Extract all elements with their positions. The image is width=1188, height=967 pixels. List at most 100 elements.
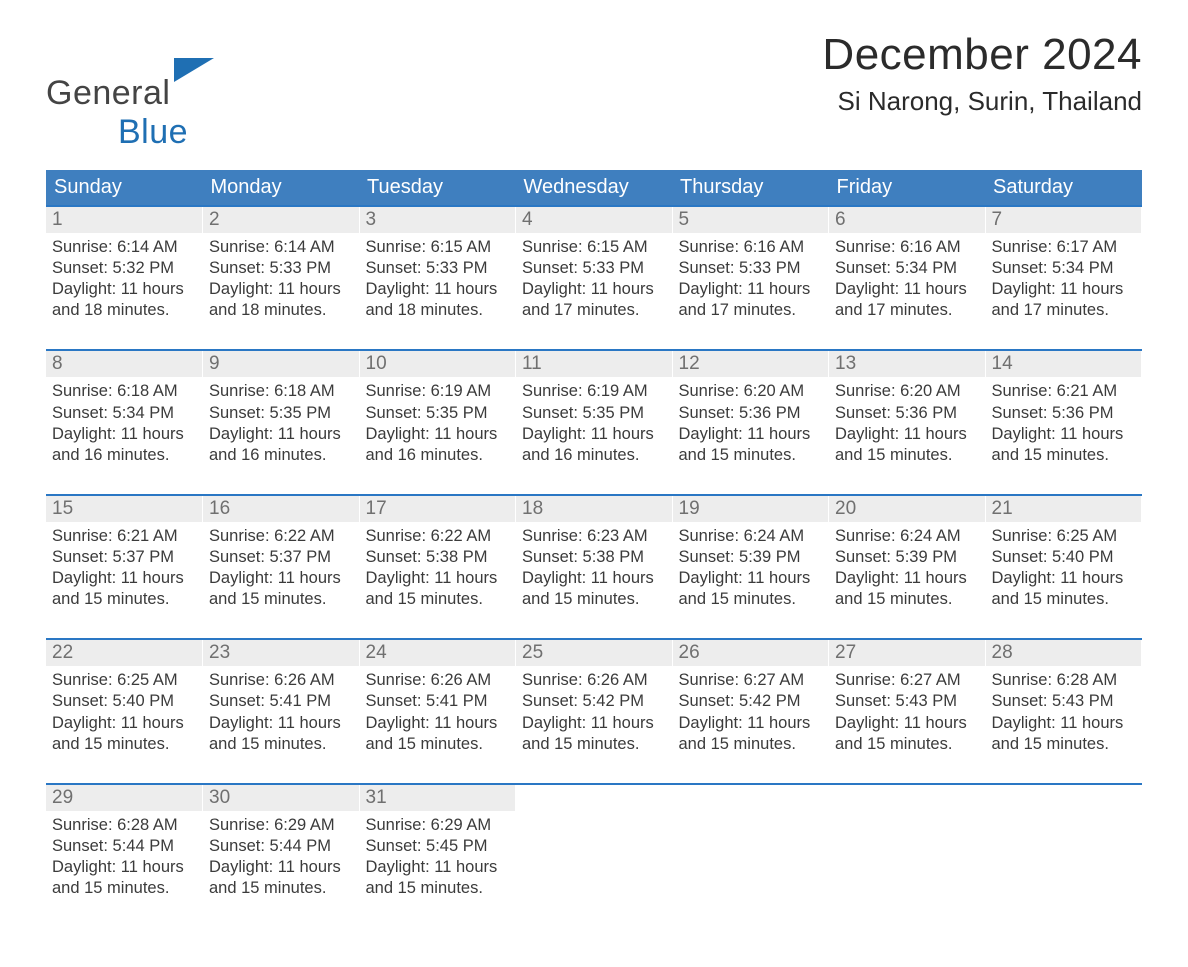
day-info-line: Sunrise: 6:20 AM (835, 381, 979, 402)
day-number: 15 (46, 496, 202, 522)
day-number: 24 (360, 640, 516, 666)
day-number: 5 (673, 207, 829, 233)
day-number: 29 (46, 785, 202, 811)
day-info-line: and 17 minutes. (679, 300, 823, 321)
day-info-line: Daylight: 11 hours (835, 568, 979, 589)
day-info: Sunrise: 6:26 AMSunset: 5:41 PMDaylight:… (203, 670, 353, 754)
day-info-line: Daylight: 11 hours (366, 424, 510, 445)
calendar-cell: 5 Sunrise: 6:16 AMSunset: 5:33 PMDaylight… (672, 206, 829, 350)
calendar-cell: 15 Sunrise: 6:21 AMSunset: 5:37 PMDayligh… (46, 495, 203, 639)
day-info-line: and 15 minutes. (522, 589, 666, 610)
day-info-line: Sunrise: 6:22 AM (209, 526, 353, 547)
day-info-line: and 17 minutes. (522, 300, 666, 321)
day-info: Sunrise: 6:28 AMSunset: 5:44 PMDaylight:… (46, 815, 196, 899)
calendar-cell: 19Sunrise: 6:24 AMSunset: 5:39 PMDayligh… (672, 495, 829, 639)
day-info: Sunrise: 6:26 AMSunset: 5:41 PMDaylight:… (360, 670, 510, 754)
day-number: 13 (829, 351, 985, 377)
day-info-line: Sunset: 5:33 PM (366, 258, 510, 279)
day-info: Sunrise: 6:14 AMSunset: 5:33 PMDaylight:… (203, 237, 353, 321)
day-info-line: Daylight: 11 hours (209, 568, 353, 589)
calendar-cell: . (516, 784, 673, 927)
day-info-line: Daylight: 11 hours (52, 713, 196, 734)
day-info-line: Sunset: 5:40 PM (992, 547, 1136, 568)
day-info-line: Sunrise: 6:23 AM (522, 526, 666, 547)
location-subtitle: Si Narong, Surin, Thailand (822, 86, 1142, 117)
day-number: 9 (203, 351, 359, 377)
day-info-line: and 17 minutes. (992, 300, 1136, 321)
day-info-line: Sunset: 5:35 PM (209, 403, 353, 424)
calendar-cell: 27Sunrise: 6:27 AMSunset: 5:43 PMDayligh… (829, 639, 986, 783)
day-info: Sunrise: 6:18 AMSunset: 5:35 PMDaylight:… (203, 381, 353, 465)
day-info: Sunrise: 6:19 AMSunset: 5:35 PMDaylight:… (360, 381, 510, 465)
day-info-line: and 15 minutes. (52, 589, 196, 610)
day-number: 8 (46, 351, 202, 377)
day-info-line: Sunset: 5:44 PM (52, 836, 196, 857)
day-info-line: Sunset: 5:33 PM (209, 258, 353, 279)
day-info-line: Sunset: 5:34 PM (992, 258, 1136, 279)
day-info-line: Sunrise: 6:19 AM (522, 381, 666, 402)
logo: General Blue (46, 56, 216, 152)
day-info-line: and 15 minutes. (52, 878, 196, 899)
day-info-line: and 16 minutes. (209, 445, 353, 466)
day-number: 7 (986, 207, 1142, 233)
calendar-cell: 3Sunrise: 6:15 AMSunset: 5:33 PMDaylight… (359, 206, 516, 350)
day-info-line: Daylight: 11 hours (209, 857, 353, 878)
weekday-header: Thursday (672, 170, 829, 206)
day-info: Sunrise: 6:28 AMSunset: 5:43 PMDaylight:… (986, 670, 1136, 754)
day-info-line: Sunrise: 6:26 AM (209, 670, 353, 691)
calendar-week: 8Sunrise: 6:18 AMSunset: 5:34 PMDaylight… (46, 350, 1142, 494)
calendar-cell: 8Sunrise: 6:18 AMSunset: 5:34 PMDaylight… (46, 350, 203, 494)
day-info-line: and 15 minutes. (522, 734, 666, 755)
day-number: 1 (46, 207, 202, 233)
day-info-line: Sunset: 5:40 PM (52, 691, 196, 712)
title-block: December 2024 Si Narong, Surin, Thailand (822, 30, 1142, 117)
calendar-cell: 23Sunrise: 6:26 AMSunset: 5:41 PMDayligh… (203, 639, 360, 783)
calendar-cell: 30 Sunrise: 6:29 AMSunset: 5:44 PMDayligh… (203, 784, 360, 927)
day-info-line: Sunrise: 6:14 AM (52, 237, 196, 258)
day-info: Sunrise: 6:21 AMSunset: 5:37 PMDaylight:… (46, 526, 196, 610)
logo-word-1: General (46, 74, 170, 112)
day-info-line: Sunset: 5:44 PM (209, 836, 353, 857)
day-info-line: Sunrise: 6:27 AM (835, 670, 979, 691)
day-info-line: Daylight: 11 hours (522, 424, 666, 445)
day-info-line: Sunset: 5:41 PM (209, 691, 353, 712)
day-info-line: Daylight: 11 hours (992, 713, 1136, 734)
day-number: 12 (673, 351, 829, 377)
day-info-line: Sunset: 5:39 PM (835, 547, 979, 568)
calendar-cell: 2Sunrise: 6:14 AMSunset: 5:33 PMDaylight… (203, 206, 360, 350)
day-info-line: and 15 minutes. (679, 445, 823, 466)
day-info-line: Daylight: 11 hours (522, 279, 666, 300)
day-info-line: Sunrise: 6:16 AM (679, 237, 823, 258)
day-number: 20 (829, 496, 985, 522)
day-number: 28 (986, 640, 1142, 666)
day-info-line: Sunrise: 6:28 AM (992, 670, 1136, 691)
calendar-cell: 26Sunrise: 6:27 AMSunset: 5:42 PMDayligh… (672, 639, 829, 783)
day-info-line: Sunset: 5:38 PM (366, 547, 510, 568)
day-info-line: Daylight: 11 hours (209, 279, 353, 300)
day-info-line: and 15 minutes. (209, 589, 353, 610)
day-info-line: Sunset: 5:35 PM (522, 403, 666, 424)
day-number: 17 (360, 496, 516, 522)
calendar-week: 22Sunrise: 6:25 AMSunset: 5:40 PMDayligh… (46, 639, 1142, 783)
day-info: Sunrise: 6:29 AMSunset: 5:44 PMDaylight:… (203, 815, 353, 899)
calendar-cell: . (672, 784, 829, 927)
calendar-cell: 25Sunrise: 6:26 AMSunset: 5:42 PMDayligh… (516, 639, 673, 783)
logo-text: General Blue (46, 56, 216, 152)
calendar-cell: . (829, 784, 986, 927)
day-info-line: Sunrise: 6:15 AM (366, 237, 510, 258)
day-number: 30 (203, 785, 359, 811)
day-info-line: Sunrise: 6:29 AM (366, 815, 510, 836)
calendar-cell: 6Sunrise: 6:16 AMSunset: 5:34 PMDaylight… (829, 206, 986, 350)
day-info-line: Sunset: 5:43 PM (992, 691, 1136, 712)
day-info-line: Sunset: 5:42 PM (522, 691, 666, 712)
calendar-body: 1Sunrise: 6:14 AMSunset: 5:32 PMDaylight… (46, 206, 1142, 927)
day-info-line: Sunset: 5:43 PM (835, 691, 979, 712)
calendar-cell: 12Sunrise: 6:20 AMSunset: 5:36 PMDayligh… (672, 350, 829, 494)
day-info-line: and 16 minutes. (522, 445, 666, 466)
day-info-line: Daylight: 11 hours (522, 713, 666, 734)
calendar-cell: 31Sunrise: 6:29 AMSunset: 5:45 PMDayligh… (359, 784, 516, 927)
day-info-line: and 15 minutes. (52, 734, 196, 755)
day-info-line: Sunset: 5:33 PM (522, 258, 666, 279)
day-info: Sunrise: 6:16 AMSunset: 5:33 PMDaylight:… (673, 237, 823, 321)
day-number: 25 (516, 640, 672, 666)
